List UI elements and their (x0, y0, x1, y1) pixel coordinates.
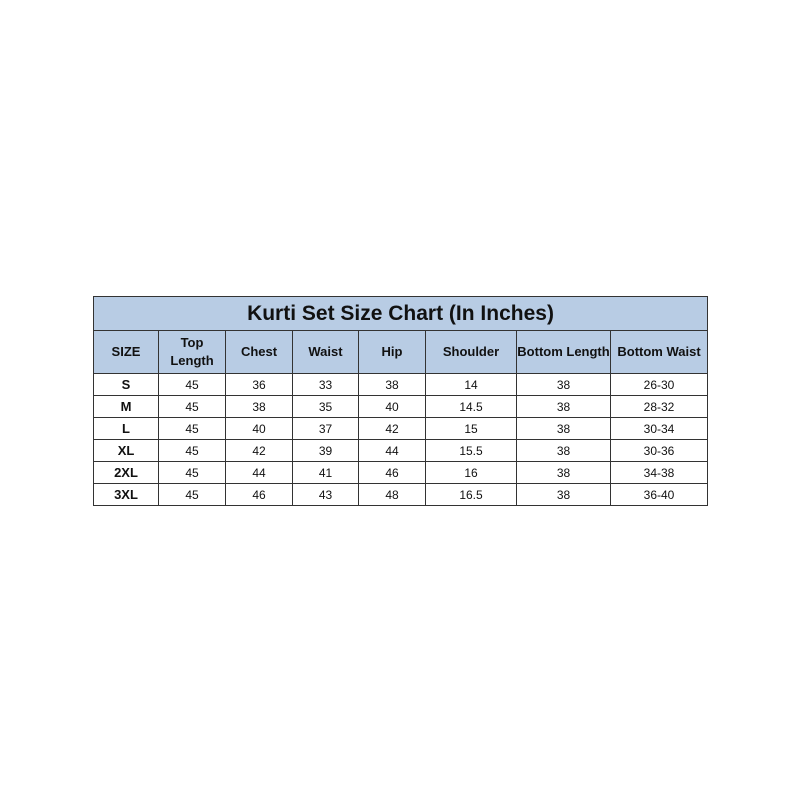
size-chart-table: Kurti Set Size Chart (In Inches) SIZE Top… (92, 296, 709, 506)
table-cell: 26-30 (609, 373, 709, 396)
table-cell: 40 (358, 395, 426, 418)
table-cell: 37 (292, 417, 359, 440)
table-row: M 45 38 35 40 14.5 38 28-32 (93, 395, 709, 418)
table-cell: 44 (225, 461, 293, 484)
table-cell: 28-32 (609, 395, 709, 418)
table-cell: 41 (292, 461, 359, 484)
table-cell: 38 (516, 483, 611, 506)
table-cell: 45 (158, 461, 226, 484)
table-cell: 16.5 (425, 483, 517, 506)
table-cell: 45 (158, 395, 226, 418)
table-row: L 45 40 37 42 15 38 30-34 (93, 417, 709, 440)
table-row: 3XL 45 46 43 48 16.5 38 36-40 (93, 483, 709, 506)
table-cell: 48 (358, 483, 426, 506)
column-header: Shoulder (425, 330, 517, 374)
size-label: L (93, 417, 159, 440)
table-cell: 30-34 (609, 417, 709, 440)
table-cell: 34-38 (609, 461, 709, 484)
table-cell: 38 (516, 417, 611, 440)
table-title: Kurti Set Size Chart (In Inches) (92, 296, 709, 331)
size-label: S (93, 373, 159, 396)
size-label: 3XL (93, 483, 159, 506)
table-cell: 38 (516, 373, 611, 396)
size-label: 2XL (93, 461, 159, 484)
column-header: Bottom Length (516, 330, 611, 374)
table-cell: 46 (225, 483, 293, 506)
table-cell: 45 (158, 373, 226, 396)
table-cell: 35 (292, 395, 359, 418)
table-cell: 42 (358, 417, 426, 440)
table-row: S 45 36 33 38 14 38 26-30 (93, 373, 709, 396)
column-header: Chest (225, 330, 293, 374)
table-cell: 39 (292, 439, 359, 462)
column-header: Waist (292, 330, 359, 374)
table-cell: 38 (358, 373, 426, 396)
header-row: SIZE Top Length Chest Waist Hip Shoulder Botto… (93, 330, 709, 374)
table-row: 2XL 45 44 41 46 16 38 34-38 (93, 461, 709, 484)
table-cell: 30-36 (609, 439, 709, 462)
column-header: Top Length (158, 330, 226, 374)
table-cell: 15.5 (425, 439, 517, 462)
column-header: Bottom Waist (609, 330, 709, 374)
table-cell: 36 (225, 373, 293, 396)
table-cell: 45 (158, 417, 226, 440)
table-cell: 44 (358, 439, 426, 462)
table-cell: 15 (425, 417, 517, 440)
table-cell: 42 (225, 439, 293, 462)
table-cell: 38 (225, 395, 293, 418)
table-cell: 45 (158, 439, 226, 462)
table-cell: 38 (516, 395, 611, 418)
table-cell: 36-40 (609, 483, 709, 506)
table-cell: 40 (225, 417, 293, 440)
table-cell: 38 (516, 461, 611, 484)
column-header: Hip (358, 330, 426, 374)
table-cell: 43 (292, 483, 359, 506)
column-header: SIZE (93, 330, 159, 374)
table-cell: 16 (425, 461, 517, 484)
size-label: XL (93, 439, 159, 462)
table-cell: 46 (358, 461, 426, 484)
table-cell: 33 (292, 373, 359, 396)
table-cell: 14 (425, 373, 517, 396)
table-cell: 14.5 (425, 395, 517, 418)
table-body: S 45 36 33 38 14 38 26-30 M 45 38 35 40 14.5 38 28-32 L 4… (93, 373, 709, 506)
table-row: XL 45 42 39 44 15.5 38 30-36 (93, 439, 709, 462)
table-cell: 45 (158, 483, 226, 506)
table-cell: 38 (516, 439, 611, 462)
size-label: M (93, 395, 159, 418)
